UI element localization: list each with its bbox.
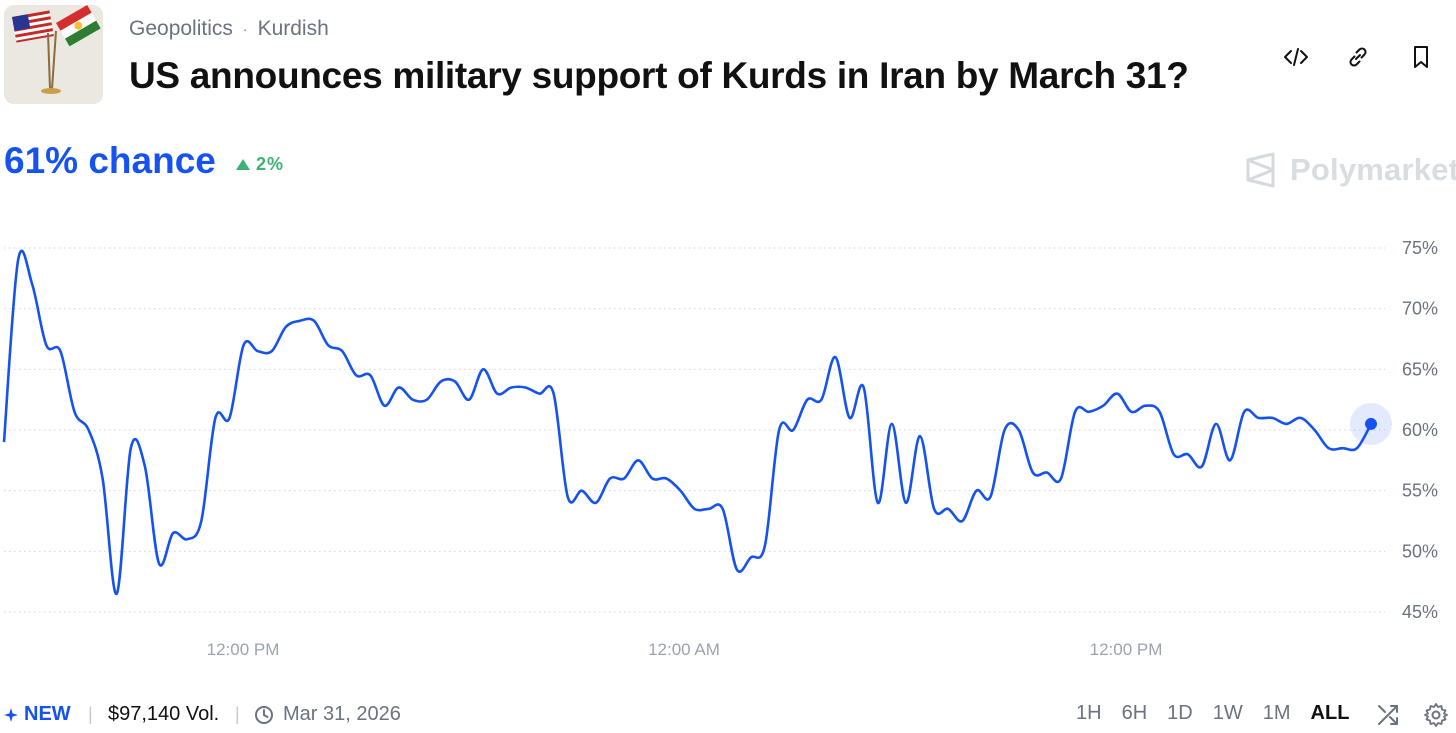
footer-divider: |: [235, 704, 240, 724]
chart-footer: NEW | $97,140 Vol. | Mar 31, 2026 1H 6H …: [0, 700, 1456, 730]
copy-link-button[interactable]: [1341, 40, 1375, 74]
y-tick-label: 60%: [1402, 420, 1438, 440]
breadcrumb: Geopolitics · Kurdish: [129, 17, 329, 41]
time-range-selector: 1H 6H 1D 1W 1M ALL: [1066, 702, 1359, 725]
end-date-text: Mar 31, 2026: [283, 703, 401, 725]
sparkle-icon: [4, 707, 18, 722]
x-tick-label: 12:00 PM: [207, 640, 280, 659]
link-icon: [1349, 47, 1367, 67]
footer-divider: |: [88, 704, 93, 724]
brand-name: Polymarket: [1290, 152, 1456, 187]
embed-button[interactable]: [1279, 40, 1313, 74]
triangle-up-icon: [236, 159, 250, 170]
bookmark-button[interactable]: [1404, 40, 1438, 74]
polymarket-brand: Polymarket: [1244, 152, 1456, 188]
price-chart[interactable]: 75% 70% 65% 60% 55% 50% 45% 12:00 PM 12:00 AM 12…: [0, 230, 1456, 680]
bookmark-icon: [1414, 46, 1428, 68]
y-tick-label: 45%: [1402, 602, 1438, 622]
range-1w[interactable]: 1W: [1212, 702, 1243, 724]
embed-icon: [1284, 48, 1308, 66]
volume-text: $97,140 Vol.: [108, 703, 220, 725]
chance-change-value: 2%: [256, 154, 285, 174]
y-tick-label: 65%: [1402, 359, 1438, 379]
market-title: US announces military support of Kurds i…: [129, 55, 1189, 96]
range-1h[interactable]: 1H: [1076, 702, 1102, 724]
y-tick-label: 50%: [1402, 541, 1438, 561]
shuffle-icon: [1378, 705, 1398, 725]
breadcrumb-kurdish[interactable]: Kurdish: [257, 17, 329, 40]
breadcrumb-separator: ·: [242, 21, 248, 37]
current-point: [1365, 417, 1377, 430]
y-tick-label: 70%: [1402, 299, 1438, 319]
shuffle-button[interactable]: [1373, 700, 1403, 730]
breadcrumb-geopolitics[interactable]: Geopolitics: [129, 17, 233, 40]
chance-change: 2%: [236, 154, 284, 175]
polymarket-logo-icon: [1246, 152, 1275, 188]
range-all[interactable]: ALL: [1310, 702, 1350, 724]
gear-icon: [1424, 703, 1448, 727]
new-badge: NEW: [4, 703, 71, 726]
price-line: [2, 249, 1373, 596]
clock-icon: [255, 705, 273, 724]
x-tick-label: 12:00 AM: [648, 640, 720, 659]
range-6h[interactable]: 6H: [1121, 702, 1148, 724]
end-date: Mar 31, 2026: [254, 703, 401, 726]
x-tick-label: 12:00 PM: [1090, 640, 1163, 659]
new-label: NEW: [24, 703, 71, 725]
market-thumbnail: [4, 5, 103, 104]
settings-button[interactable]: [1421, 700, 1451, 730]
range-1d[interactable]: 1D: [1167, 702, 1193, 724]
chance-value: 61% chance: [4, 140, 216, 181]
y-tick-label: 75%: [1402, 238, 1438, 258]
range-1m[interactable]: 1M: [1262, 702, 1291, 724]
y-tick-label: 55%: [1402, 481, 1438, 501]
